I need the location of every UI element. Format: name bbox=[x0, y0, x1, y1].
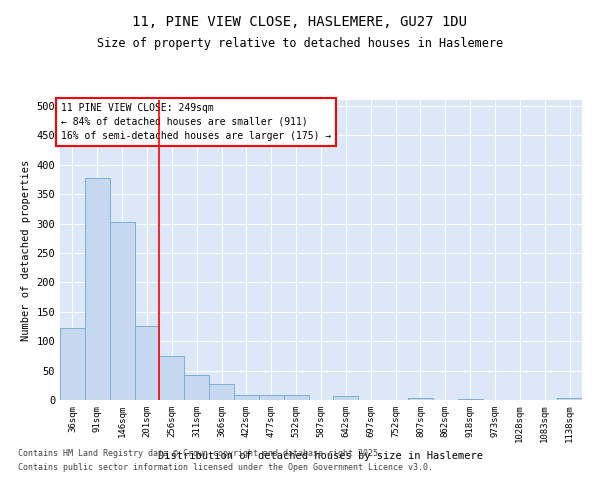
Bar bbox=[160, 356, 184, 400]
Text: Contains public sector information licensed under the Open Government Licence v3: Contains public sector information licen… bbox=[18, 464, 433, 472]
Text: 11, PINE VIEW CLOSE, HASLEMERE, GU27 1DU: 11, PINE VIEW CLOSE, HASLEMERE, GU27 1DU bbox=[133, 15, 467, 29]
Text: Contains HM Land Registry data © Crown copyright and database right 2025.: Contains HM Land Registry data © Crown c… bbox=[18, 448, 383, 458]
X-axis label: Distribution of detached houses by size in Haslemere: Distribution of detached houses by size … bbox=[158, 451, 484, 461]
Text: Size of property relative to detached houses in Haslemere: Size of property relative to detached ho… bbox=[97, 38, 503, 51]
Bar bbox=[85, 178, 110, 400]
Bar bbox=[110, 222, 134, 400]
Bar bbox=[209, 384, 234, 400]
Bar bbox=[134, 326, 160, 400]
Bar bbox=[408, 398, 433, 400]
Bar bbox=[184, 376, 209, 400]
Y-axis label: Number of detached properties: Number of detached properties bbox=[21, 160, 31, 340]
Bar bbox=[60, 328, 85, 400]
Text: 11 PINE VIEW CLOSE: 249sqm
← 84% of detached houses are smaller (911)
16% of sem: 11 PINE VIEW CLOSE: 249sqm ← 84% of deta… bbox=[61, 103, 331, 141]
Bar bbox=[284, 394, 308, 400]
Bar bbox=[334, 396, 358, 400]
Bar bbox=[234, 394, 259, 400]
Bar bbox=[259, 394, 284, 400]
Bar bbox=[458, 399, 482, 400]
Bar bbox=[557, 398, 582, 400]
